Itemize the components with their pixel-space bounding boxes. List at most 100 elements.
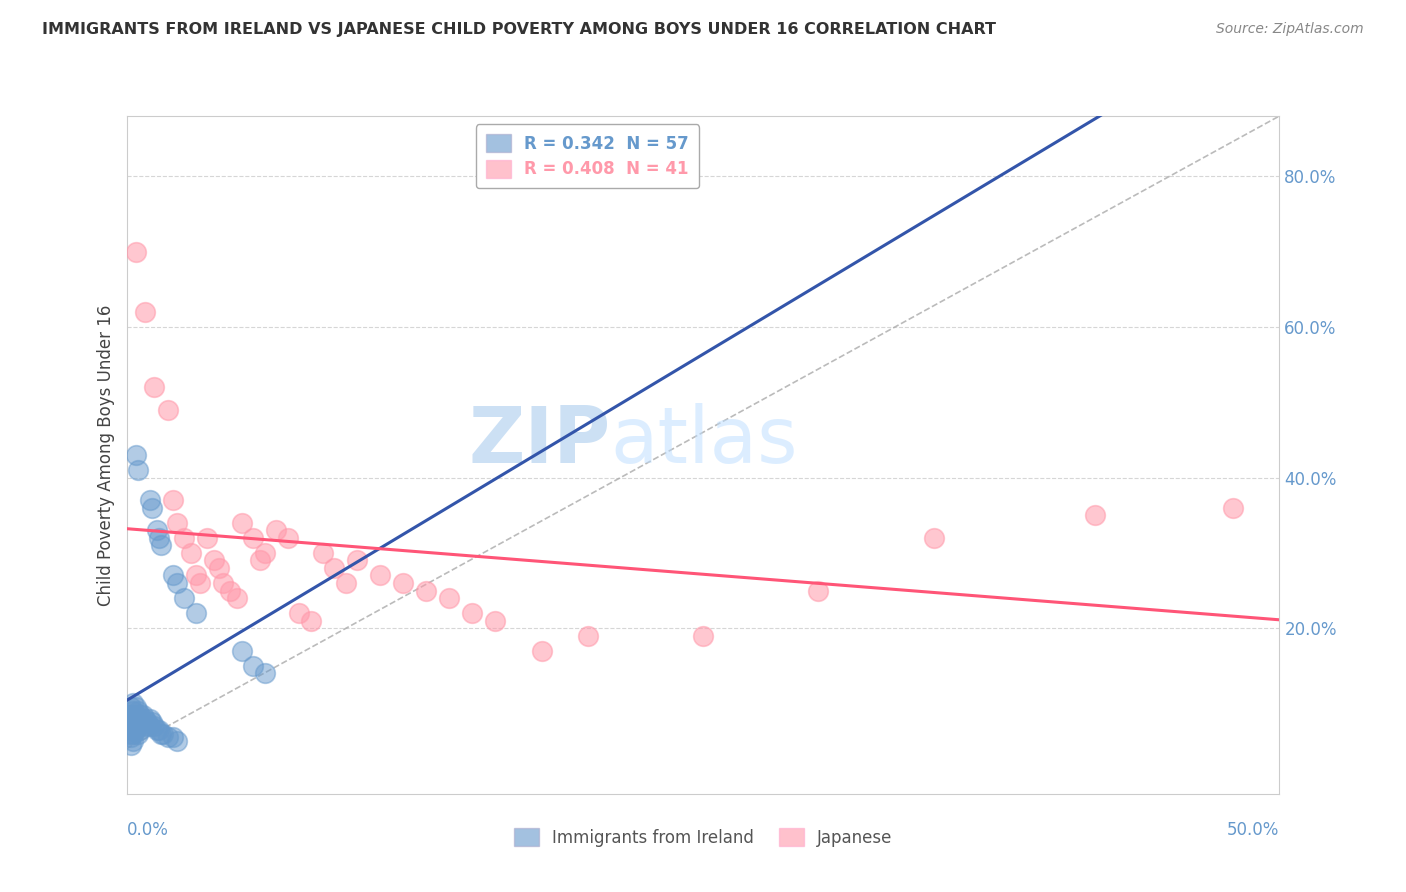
Point [122,734,145,748]
Text: ZIP: ZIP [468,403,610,479]
Point [138,712,160,726]
Point [127,704,149,718]
Text: Source: ZipAtlas.com: Source: ZipAtlas.com [1216,22,1364,37]
Y-axis label: Child Poverty Among Boys Under 16: Child Poverty Among Boys Under 16 [97,304,115,606]
Point [335,576,357,591]
Point [184,568,207,582]
Point [127,712,149,726]
Point [120,715,142,730]
Point [166,576,188,591]
Point [166,516,188,530]
Point [231,516,253,530]
Point [180,546,202,560]
Point [125,244,148,259]
Point [125,700,148,714]
Point [148,723,170,737]
Text: 0.0%: 0.0% [127,821,169,839]
Point [125,448,148,462]
Point [118,715,141,730]
Point [1084,508,1107,523]
Point [346,553,368,567]
Text: IMMIGRANTS FROM IRELAND VS JAPANESE CHILD POVERTY AMONG BOYS UNDER 16 CORRELATIO: IMMIGRANTS FROM IRELAND VS JAPANESE CHIL… [42,22,997,37]
Point [120,707,142,722]
Point [922,531,945,545]
Point [288,606,311,620]
Point [484,614,506,628]
Point [415,583,437,598]
Point [134,305,156,319]
Point [141,715,163,730]
Point [157,402,180,417]
Point [145,723,167,737]
Point [122,704,145,718]
Point [692,629,714,643]
Point [136,715,159,730]
Point [141,500,163,515]
Point [122,712,145,726]
Point [138,493,160,508]
Text: atlas: atlas [610,403,799,479]
Point [530,644,553,658]
Point [219,583,242,598]
Point [208,561,231,575]
Point [226,591,249,605]
Point [162,493,184,508]
Point [368,568,391,582]
Point [231,644,253,658]
Point [134,719,156,733]
Point [134,712,156,726]
Point [299,614,322,628]
Point [266,523,288,537]
Point [152,726,174,740]
Point [253,666,276,681]
Point [122,719,145,733]
Point [125,715,148,730]
Point [127,726,149,740]
Point [143,380,166,394]
Point [461,606,484,620]
Point [188,576,211,591]
Legend: Immigrants from Ireland, Japanese: Immigrants from Ireland, Japanese [508,822,898,854]
Point [195,531,218,545]
Point [249,553,271,567]
Point [125,707,148,722]
Point [162,731,184,745]
Point [131,715,153,730]
Point [242,658,264,673]
Point [323,561,346,575]
Point [118,707,141,722]
Text: 50.0%: 50.0% [1227,821,1279,839]
Point [212,576,235,591]
Point [150,538,173,552]
Point [145,523,167,537]
Point [118,726,141,740]
Point [143,719,166,733]
Point [122,726,145,740]
Point [120,731,142,745]
Point [253,546,276,560]
Point [576,629,599,643]
Point [148,531,170,545]
Point [173,591,195,605]
Point [127,719,149,733]
Point [173,531,195,545]
Point [120,700,142,714]
Point [277,531,299,545]
Point [242,531,264,545]
Point [138,719,160,733]
Point [118,723,141,737]
Point [157,731,180,745]
Point [120,723,142,737]
Point [311,546,333,560]
Point [122,697,145,711]
Point [202,553,225,567]
Point [392,576,415,591]
Point [131,707,153,722]
Point [1222,500,1244,515]
Point [129,715,152,730]
Point [162,568,184,582]
Point [127,463,149,477]
Point [125,723,148,737]
Point [807,583,830,598]
Point [150,726,173,740]
